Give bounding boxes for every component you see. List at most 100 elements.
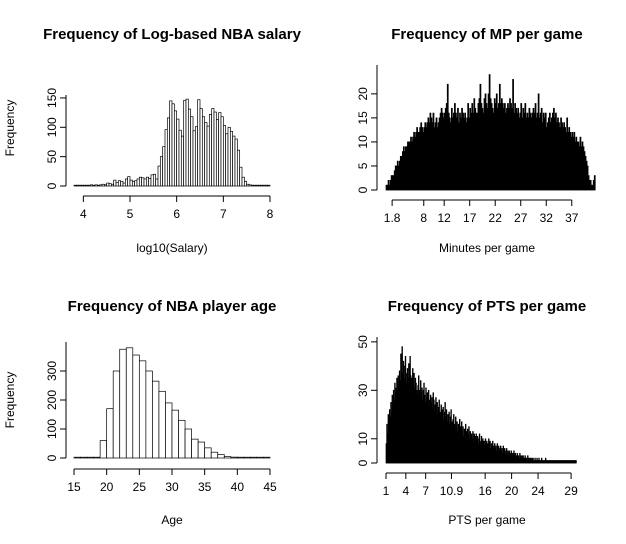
x-tick-label: 22 xyxy=(489,211,503,225)
histogram-bar xyxy=(80,456,88,459)
x-tick-label: 10.9 xyxy=(440,484,464,498)
y-tick-label: 0 xyxy=(45,454,59,461)
y-tick-label: 10 xyxy=(356,432,370,446)
histogram-bar xyxy=(99,440,108,459)
histogram-bar xyxy=(236,456,245,459)
y-tick-label: 150 xyxy=(45,88,59,108)
chart-title: Frequency of MP per game xyxy=(391,26,582,43)
histogram-bars xyxy=(73,347,271,459)
histogram-bar xyxy=(145,370,153,459)
salary-histogram-panel: Frequency of Log-based NBA salary log10(… xyxy=(3,26,302,255)
y-tick-label: 20 xyxy=(356,87,370,101)
x-tick-label: 16 xyxy=(478,484,492,498)
y-tick-label: 0 xyxy=(45,182,59,189)
x-tick-label: 35 xyxy=(198,480,212,494)
x-tick-label: 25 xyxy=(133,480,147,494)
x-tick-label: 30 xyxy=(165,480,179,494)
axes: 0 50 100 150 4 5 6 7 8 xyxy=(45,88,274,221)
y-tick-label: 0 xyxy=(356,186,370,193)
x-tick-label: 4 xyxy=(402,484,409,498)
x-axis-label: PTS per game xyxy=(448,513,526,527)
chart-title: Frequency of PTS per game xyxy=(388,298,586,315)
histogram-bar xyxy=(166,117,171,187)
x-tick-label: 20 xyxy=(505,484,519,498)
histogram-bar xyxy=(152,380,160,459)
x-tick-label: 17 xyxy=(463,211,477,225)
histogram-bar xyxy=(173,110,178,187)
axes: 0 5 10 15 20 1.8 8 12 17 22 27 32 37 xyxy=(356,65,579,225)
x-axis-label: Age xyxy=(161,513,183,527)
y-tick-label: 50 xyxy=(45,150,59,164)
x-tick-label: 6 xyxy=(173,207,180,221)
histogram-bar xyxy=(229,131,234,187)
y-axis-label: Frequency xyxy=(3,100,17,157)
x-tick-label: 1 xyxy=(383,484,390,498)
y-tick-label: 30 xyxy=(356,383,370,397)
histogram-bar xyxy=(184,428,192,459)
histogram-bar xyxy=(138,176,143,187)
histogram-bar xyxy=(73,456,81,459)
chart-title: Frequency of NBA player age xyxy=(68,298,277,315)
histogram-bar xyxy=(250,456,258,459)
y-tick-label: 100 xyxy=(45,419,59,439)
histogram-bar xyxy=(575,460,577,464)
histogram-bar xyxy=(145,176,150,187)
x-tick-label: 27 xyxy=(514,211,528,225)
y-tick-label: 15 xyxy=(356,111,370,125)
histogram-bar xyxy=(124,178,129,187)
y-tick-label: 5 xyxy=(356,162,370,169)
histogram-bar xyxy=(223,456,232,459)
histogram-bar xyxy=(112,370,121,459)
histogram-bars xyxy=(73,98,271,187)
histogram-bar xyxy=(86,456,94,459)
histogram-bar xyxy=(96,184,101,187)
histogram-bar xyxy=(152,173,157,187)
histogram-bar xyxy=(110,183,115,187)
x-tick-label: 8 xyxy=(420,211,427,225)
histogram-bar xyxy=(243,456,251,459)
histogram-bar xyxy=(82,184,87,187)
histogram-bar xyxy=(215,119,220,187)
points-histogram-panel: Frequency of PTS per game PTS per game 0… xyxy=(356,298,586,527)
histogram-bar xyxy=(217,454,225,459)
x-tick-label: 20 xyxy=(100,480,114,494)
histogram-bar xyxy=(243,180,248,187)
histogram-bar xyxy=(89,184,94,187)
axes: 0 100 200 300 15 20 25 30 35 40 45 xyxy=(45,342,277,494)
y-tick-label: 200 xyxy=(45,390,59,410)
x-tick-label: 4 xyxy=(80,207,87,221)
histogram-bar xyxy=(158,390,166,459)
x-tick-label: 15 xyxy=(67,480,81,494)
histogram-bar xyxy=(256,456,264,459)
histogram-bar xyxy=(106,408,114,459)
histogram-bar xyxy=(138,360,147,459)
axes: 0 10 30 50 1 4 7 10.9 16 20 24 29 xyxy=(356,335,578,498)
histogram-bar xyxy=(187,108,192,187)
histogram-bar xyxy=(236,149,241,187)
x-tick-label: 5 xyxy=(127,207,134,221)
histogram-bar xyxy=(208,114,213,187)
histogram-bar xyxy=(204,447,212,459)
histogram-bar xyxy=(210,451,219,459)
y-tick-label: 0 xyxy=(356,459,370,466)
histogram-bar xyxy=(230,456,238,459)
histogram-bar xyxy=(171,409,179,459)
x-tick-label: 29 xyxy=(564,484,578,498)
histogram-bar xyxy=(197,441,206,459)
x-tick-label: 40 xyxy=(231,480,245,494)
histogram-bar xyxy=(593,175,596,191)
histogram-bar xyxy=(103,184,108,187)
histogram-bar xyxy=(159,156,164,187)
histogram-bar xyxy=(267,184,271,187)
y-tick-label: 50 xyxy=(356,335,370,349)
histogram-bar xyxy=(75,184,80,187)
age-histogram-panel: Frequency of NBA player age Age Frequenc… xyxy=(3,298,277,527)
x-tick-label: 24 xyxy=(531,484,545,498)
histogram-bar xyxy=(93,456,101,459)
histogram-bar xyxy=(250,184,255,187)
minutes-histogram-panel: Frequency of MP per game Minutes per gam… xyxy=(356,26,596,255)
histogram-bar xyxy=(222,125,227,187)
histogram-bar xyxy=(263,456,271,459)
histogram-bar xyxy=(125,347,134,459)
x-tick-label: 37 xyxy=(565,211,579,225)
